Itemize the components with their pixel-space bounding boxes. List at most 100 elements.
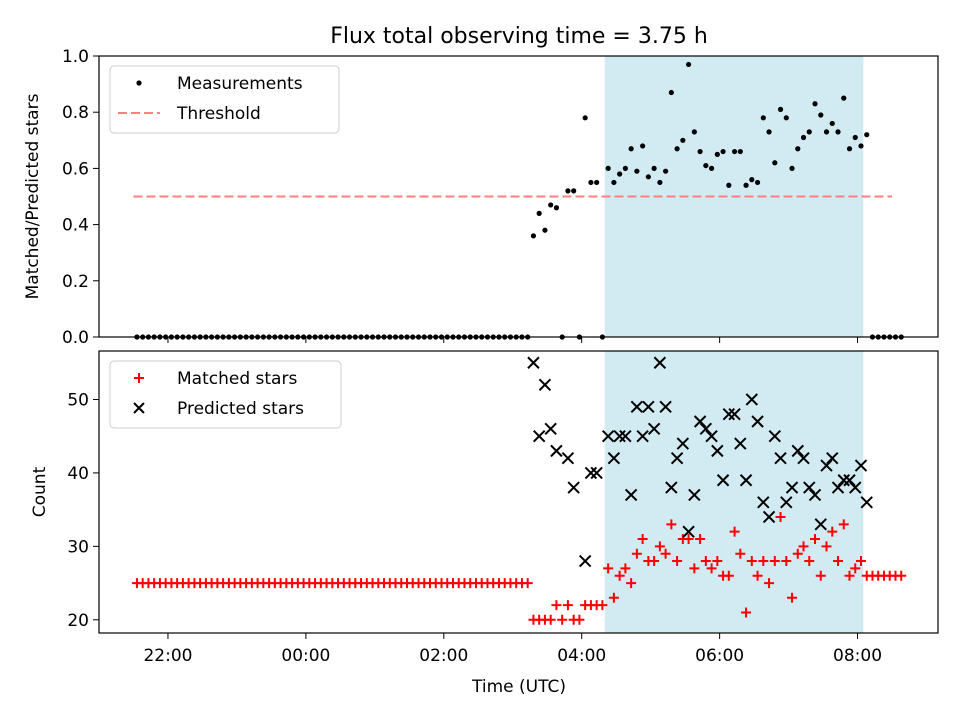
measurement-point [530,233,537,239]
ratio-panel: 0.0 0.2 0.4 0.6 0.8 1.0 Matched/Predicted star… [23,47,939,348]
predicted-star-point [739,474,753,487]
predicted-star-point [682,525,695,538]
predicted-star-point [578,554,592,568]
predicted-star-point [647,422,661,436]
measurement-point [835,129,841,135]
predicted-star-point [584,466,598,480]
matched-star-point [649,556,660,567]
predicted-star-point [561,452,575,465]
measurement-point [852,134,858,141]
legend-label: Threshold [176,104,261,124]
measurement-point [846,146,853,152]
legend-predicted-marker [133,402,145,414]
measurement-point [864,132,870,138]
predicted-star-point [711,444,724,458]
matched-star-point [551,600,562,611]
predicted-star-point [538,378,552,391]
legend-box [109,65,340,134]
matched-star-point [660,548,671,559]
matched-star-point [787,592,798,603]
legend-measurements-marker [136,80,142,86]
matched-star-point [706,563,717,574]
predicted-star-point [722,407,736,421]
measurement-point [806,129,812,135]
measurement-point [858,143,864,149]
measurement-point [691,129,697,135]
matched-star-point [631,548,642,559]
predicted-star-point [837,474,850,487]
predicted-star-point [820,459,833,472]
measurement-point [800,134,807,141]
predicted-star-point [780,496,793,509]
predicted-star-point [803,481,816,494]
predicted-star-point [762,510,776,524]
predicted-star-point [849,481,862,494]
matched-star-point [833,556,844,567]
measurement-point [605,165,611,171]
chart-title: Flux total observing time = 3.75 h [330,24,708,49]
predicted-star-point [688,488,701,502]
y-tick-label: 0.6 [62,159,89,179]
matched-star-point [781,556,792,567]
measurement-point [749,177,755,183]
measurement-point [760,115,766,121]
predicted-star-point [532,429,546,443]
measurement-point [685,61,692,68]
matched-star-point [700,556,711,567]
measurement-point [634,168,640,174]
matched-star-point [603,563,614,574]
y-tick-label: 0.2 [62,272,89,292]
predicted-star-point [659,400,672,414]
measurement-point [708,165,715,171]
measurement-point [668,89,674,96]
measurement-point [777,106,784,112]
y-tick-label: 0.0 [62,328,89,348]
y-tick-label: 50 [67,390,89,410]
matched-star-point [741,607,752,618]
measurement-point [622,165,628,171]
measurement-point [651,165,657,171]
predicted-star-point [860,496,873,509]
legend-label: Measurements [177,74,303,94]
matched-star-point [752,570,763,581]
predicted-star-point [567,481,580,494]
measurement-point [663,168,669,174]
predicted-star-point [854,459,868,472]
y-tick-label: 30 [67,537,89,557]
matched-star-point [637,534,648,544]
matched-star-point [557,614,568,625]
predicted-star-point [728,407,741,421]
measurement-point [737,148,743,155]
matched-star-point [746,556,757,567]
measurement-point [772,160,778,166]
predicted-star-point [642,400,655,414]
measurement-point [588,179,594,186]
matched-star-point [683,534,694,544]
matched-star-point [798,541,809,552]
predicted-star-point [774,452,787,465]
measurement-point [743,182,749,188]
measurement-point [542,227,548,233]
matched-star-point [855,556,866,567]
matched-star-point [712,556,723,567]
y-tick-label: 0.4 [62,216,89,236]
predicted-star-point [791,444,804,458]
matched-star-point [695,534,706,544]
y-axis-label: Count [30,466,50,517]
measurement-point [703,162,709,169]
matched-star-point [597,600,608,611]
predicted-star-point [785,481,799,494]
predicted-star-point [751,415,764,428]
measurement-point [766,129,772,135]
predicted-star-point [745,393,759,406]
measurement-point [617,171,623,177]
predicted-star-point [613,429,626,443]
matched-star-point [844,570,855,581]
y-tick-label: 0.8 [62,103,89,123]
predicted-star-point [814,518,827,531]
predicted-star-point [665,481,678,494]
predicted-star-point [624,488,638,502]
measurement-point [720,148,726,155]
predicted-star-point [808,488,822,502]
